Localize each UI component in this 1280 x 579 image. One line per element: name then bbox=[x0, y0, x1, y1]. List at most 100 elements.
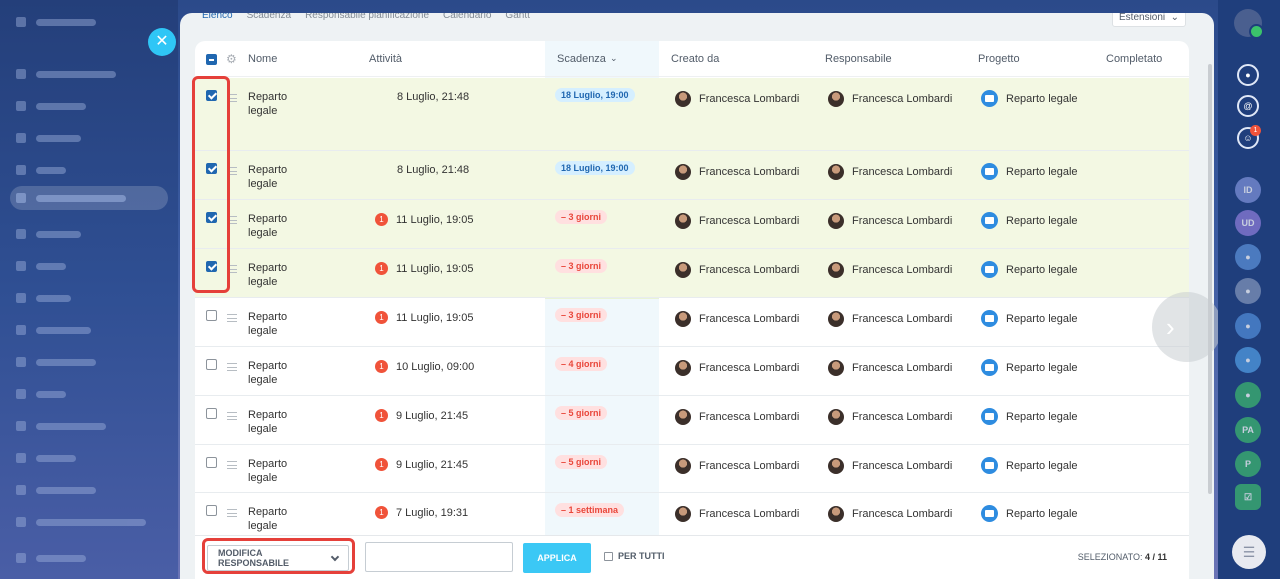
menu-icon[interactable]: ☰ bbox=[1232, 535, 1266, 569]
tab-elenco[interactable]: Elenco bbox=[202, 13, 233, 21]
responsible-cell[interactable]: Francesca Lombardi bbox=[828, 360, 952, 376]
responsible-cell[interactable]: Francesca Lombardi bbox=[828, 311, 952, 327]
drag-handle-icon[interactable] bbox=[227, 216, 237, 224]
user-avatar-icon[interactable]: ● bbox=[1235, 278, 1261, 304]
close-slider-button[interactable]: ✕ bbox=[148, 28, 176, 56]
project-cell[interactable]: Reparto legale bbox=[981, 261, 1078, 278]
deadline-pill[interactable]: – 3 giorni bbox=[555, 210, 608, 224]
responsible-cell[interactable]: Francesca Lombardi bbox=[828, 91, 952, 107]
responsible-cell[interactable]: Francesca Lombardi bbox=[828, 458, 952, 474]
task-name[interactable]: Reparto legale bbox=[248, 163, 308, 191]
deadline-pill[interactable]: – 5 giorni bbox=[555, 455, 608, 469]
responsible-cell[interactable]: Francesca Lombardi bbox=[828, 213, 952, 229]
row-checkbox[interactable] bbox=[206, 457, 217, 468]
task-name[interactable]: Reparto legale bbox=[248, 408, 308, 436]
column-header-nome[interactable]: Nome bbox=[248, 52, 278, 65]
action-select[interactable]: MODIFICA RESPONSABILE bbox=[207, 545, 349, 571]
drag-handle-icon[interactable] bbox=[227, 167, 237, 175]
project-cell[interactable]: Reparto legale bbox=[981, 505, 1078, 522]
chat-avatar-icon[interactable]: ● bbox=[1235, 347, 1261, 373]
responsible-cell[interactable]: Francesca Lombardi bbox=[828, 409, 952, 425]
task-name[interactable]: Reparto legale bbox=[248, 457, 308, 485]
for-all-checkbox[interactable]: PER TUTTI bbox=[604, 551, 665, 561]
task-name[interactable]: Reparto legale bbox=[248, 505, 308, 533]
project-cell[interactable]: Reparto legale bbox=[981, 408, 1078, 425]
tab-responsabile-pianificazione[interactable]: Responsabile pianificazione bbox=[305, 13, 430, 21]
responsible-cell[interactable]: Francesca Lombardi bbox=[828, 164, 952, 180]
task-name[interactable]: Reparto legale bbox=[248, 90, 308, 118]
deadline-pill[interactable]: – 4 giorni bbox=[555, 357, 608, 371]
project-cell[interactable]: Reparto legale bbox=[981, 212, 1078, 229]
drag-handle-icon[interactable] bbox=[227, 461, 237, 469]
table-row[interactable]: Reparto legale 8 Luglio, 21:48 18 Luglio, 1… bbox=[195, 78, 1189, 151]
row-checkbox[interactable] bbox=[206, 90, 217, 101]
creator-cell[interactable]: Francesca Lombardi bbox=[675, 409, 799, 425]
project-cell[interactable]: Reparto legale bbox=[981, 359, 1078, 376]
tab-calendario[interactable]: Calendario bbox=[443, 13, 492, 21]
tasks-icon[interactable]: ☑ bbox=[1235, 484, 1261, 510]
table-row[interactable]: Reparto legale 1 9 Luglio, 21:45 – 5 giorni F… bbox=[195, 445, 1189, 493]
avatar-pa[interactable]: PA bbox=[1235, 417, 1261, 443]
creator-cell[interactable]: Francesca Lombardi bbox=[675, 458, 799, 474]
deadline-pill[interactable]: – 1 settimana bbox=[555, 503, 625, 517]
deadline-pill[interactable]: – 5 giorni bbox=[555, 406, 608, 420]
table-row[interactable]: Reparto legale 1 10 Luglio, 09:00 – 4 giorni… bbox=[195, 347, 1189, 396]
column-header-responsabile[interactable]: Responsabile bbox=[825, 52, 892, 65]
drag-handle-icon[interactable] bbox=[227, 363, 237, 371]
project-cell[interactable]: Reparto legale bbox=[981, 457, 1078, 474]
drag-handle-icon[interactable] bbox=[227, 314, 237, 322]
task-name[interactable]: Reparto legale bbox=[248, 359, 308, 387]
drag-handle-icon[interactable] bbox=[227, 509, 237, 517]
tab-gantt[interactable]: Gantt bbox=[505, 13, 530, 21]
avatar-ud[interactable]: UD bbox=[1235, 210, 1261, 236]
for-all-checkbox-box[interactable] bbox=[604, 551, 613, 561]
project-cell[interactable]: Reparto legale bbox=[981, 163, 1078, 180]
drag-handle-icon[interactable] bbox=[227, 412, 237, 420]
creator-cell[interactable]: Francesca Lombardi bbox=[675, 506, 799, 522]
drag-handle-icon[interactable] bbox=[227, 94, 237, 102]
row-checkbox[interactable] bbox=[206, 505, 217, 516]
table-row[interactable]: Reparto legale 1 9 Luglio, 21:45 – 5 giorni F… bbox=[195, 396, 1189, 445]
avatar-p[interactable]: P bbox=[1235, 451, 1261, 477]
avatar-id[interactable]: ID bbox=[1235, 177, 1261, 203]
column-header-attivita[interactable]: Attività bbox=[369, 52, 403, 65]
creator-cell[interactable]: Francesca Lombardi bbox=[675, 262, 799, 278]
column-header-creato-da[interactable]: Creato da bbox=[671, 52, 720, 65]
deadline-pill[interactable]: 18 Luglio, 19:00 bbox=[555, 161, 635, 175]
creator-cell[interactable]: Francesca Lombardi bbox=[675, 360, 799, 376]
task-name[interactable]: Reparto legale bbox=[248, 310, 308, 338]
deadline-pill[interactable]: – 3 giorni bbox=[555, 308, 608, 322]
column-header-completato[interactable]: Completato bbox=[1106, 52, 1163, 65]
responsible-input[interactable] bbox=[365, 542, 513, 572]
row-checkbox[interactable] bbox=[206, 261, 217, 272]
bell-icon[interactable]: ● bbox=[1237, 64, 1259, 86]
user-avatar[interactable] bbox=[1234, 9, 1264, 39]
creator-cell[interactable]: Francesca Lombardi bbox=[675, 311, 799, 327]
group-avatar-icon[interactable]: ● bbox=[1235, 382, 1261, 408]
tab-scadenza[interactable]: Scadenza bbox=[246, 13, 292, 21]
creator-cell[interactable]: Francesca Lombardi bbox=[675, 91, 799, 107]
responsible-cell[interactable]: Francesca Lombardi bbox=[828, 506, 952, 522]
responsible-cell[interactable]: Francesca Lombardi bbox=[828, 262, 952, 278]
select-all-checkbox[interactable] bbox=[206, 54, 217, 65]
creator-cell[interactable]: Francesca Lombardi bbox=[675, 164, 799, 180]
apply-button[interactable]: APPLICA bbox=[523, 543, 591, 573]
extensions-button[interactable]: Estensioni ⌄ bbox=[1112, 13, 1186, 27]
task-name[interactable]: Reparto legale bbox=[248, 261, 308, 289]
vertical-scrollbar[interactable] bbox=[1208, 64, 1212, 494]
row-checkbox[interactable] bbox=[206, 310, 217, 321]
group-avatar-icon[interactable]: ● bbox=[1235, 244, 1261, 270]
deadline-pill[interactable]: – 3 giorni bbox=[555, 259, 608, 273]
spiral-icon[interactable]: @ bbox=[1237, 95, 1259, 117]
gear-icon[interactable]: ⚙ bbox=[226, 51, 237, 66]
deadline-pill[interactable]: 18 Luglio, 19:00 bbox=[555, 88, 635, 102]
chat-icon[interactable]: ☺ 1 bbox=[1237, 125, 1261, 149]
table-row[interactable]: Reparto legale 1 11 Luglio, 19:05 – 3 giorni… bbox=[195, 200, 1189, 249]
task-name[interactable]: Reparto legale bbox=[248, 212, 308, 240]
project-cell[interactable]: Reparto legale bbox=[981, 90, 1078, 107]
creator-cell[interactable]: Francesca Lombardi bbox=[675, 213, 799, 229]
row-checkbox[interactable] bbox=[206, 212, 217, 223]
column-header-scadenza[interactable]: Scadenza ⌄ bbox=[557, 41, 617, 76]
table-row[interactable]: Reparto legale 8 Luglio, 21:48 18 Luglio, 1… bbox=[195, 151, 1189, 200]
row-checkbox[interactable] bbox=[206, 163, 217, 174]
